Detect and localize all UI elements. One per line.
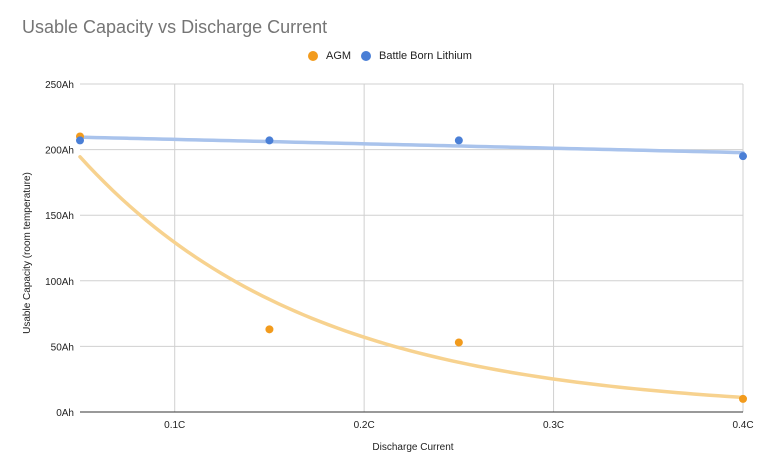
- data-point-lithium[interactable]: [454, 136, 463, 145]
- data-points: [76, 132, 747, 403]
- y-tick-label: 0Ah: [56, 408, 74, 419]
- chart-title: Usable Capacity vs Discharge Current: [22, 17, 328, 37]
- y-tick-label: 150Ah: [45, 211, 74, 222]
- data-point-agm[interactable]: [739, 394, 747, 403]
- data-point-agm[interactable]: [265, 325, 274, 334]
- legend-label-agm: AGM: [326, 50, 352, 62]
- x-axis-title: Discharge Current: [372, 442, 453, 453]
- data-point-agm[interactable]: [454, 338, 463, 347]
- y-tick-label: 100Ah: [45, 277, 74, 288]
- x-tick-label: 0.2C: [354, 420, 375, 431]
- legend-marker-agm: [308, 51, 318, 61]
- data-point-lithium[interactable]: [265, 136, 274, 145]
- trendline-lithium: [78, 135, 745, 155]
- trendline-agm: [78, 155, 745, 400]
- legend-item-agm[interactable]: AGM: [308, 50, 351, 62]
- gridlines: [80, 83, 744, 412]
- legend-label-lithium: Battle Born Lithium: [379, 50, 472, 62]
- y-tick-label: 250Ah: [45, 80, 74, 91]
- y-axis-title: Usable Capacity (room temperature): [22, 172, 33, 334]
- x-tick-label: 0.1C: [164, 420, 185, 431]
- y-tick-label: 50Ah: [51, 342, 74, 353]
- trendlines: [78, 135, 745, 400]
- x-tick-label: 0.4C: [732, 420, 753, 431]
- legend-marker-lithium: [361, 51, 371, 61]
- legend: AGM Battle Born Lithium: [0, 50, 768, 66]
- legend-item-lithium[interactable]: Battle Born Lithium: [361, 50, 472, 62]
- data-point-lithium[interactable]: [739, 152, 747, 161]
- tick-labels: 0Ah 50Ah 100Ah 150Ah 200Ah 250Ah 0.1C 0.2C 0.3C 0…: [45, 80, 753, 431]
- x-tick-label: 0.3C: [543, 420, 564, 431]
- data-point-lithium[interactable]: [76, 136, 84, 145]
- y-tick-label: 200Ah: [45, 146, 74, 157]
